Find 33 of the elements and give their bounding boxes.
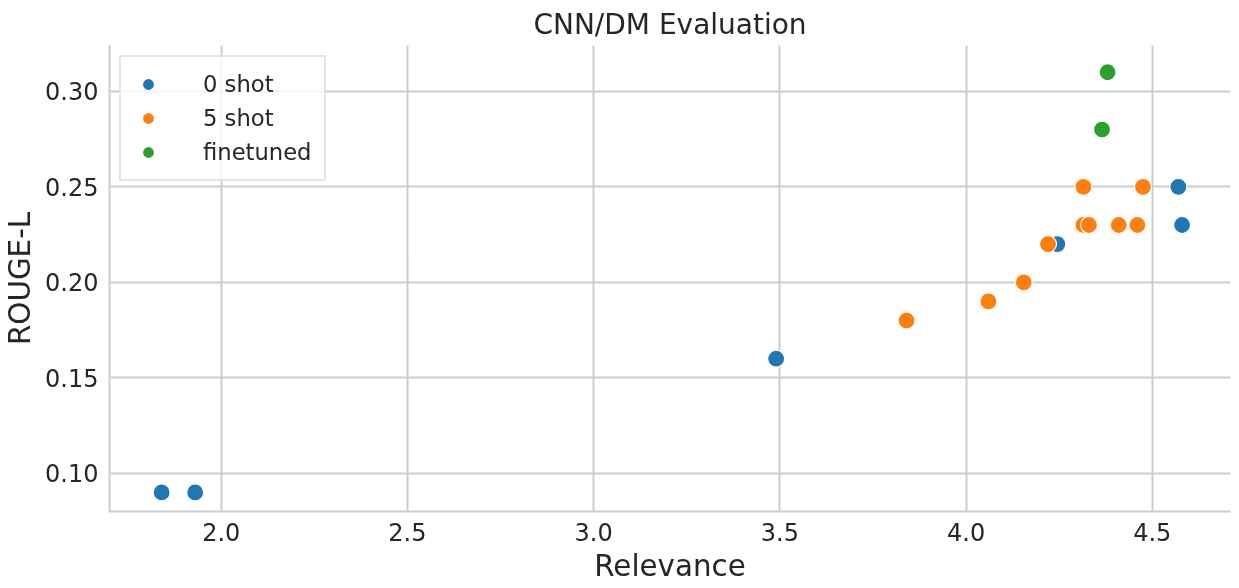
x-tick-label: 2.0 xyxy=(202,518,241,547)
point xyxy=(1098,63,1117,82)
chart-title: CNN/DM Evaluation xyxy=(533,7,807,41)
point xyxy=(1038,235,1058,254)
point xyxy=(1092,120,1112,139)
legend-label: finetuned xyxy=(203,139,312,165)
point xyxy=(1133,177,1153,196)
y-tick-label: 0.10 xyxy=(45,460,99,489)
y-tick-label: 0.30 xyxy=(45,78,99,107)
point xyxy=(1014,273,1033,292)
point xyxy=(979,292,998,311)
y-axis-title: ROUGE-L xyxy=(3,211,38,346)
y-tick-label: 0.20 xyxy=(45,269,99,298)
point xyxy=(186,483,205,502)
y-tick-label: 0.15 xyxy=(45,364,99,393)
y-tick-label: 0.25 xyxy=(45,173,99,202)
point xyxy=(897,311,916,330)
point xyxy=(767,349,786,368)
point xyxy=(1079,215,1099,235)
x-tick-label: 3.0 xyxy=(574,518,613,547)
legend-label: 0 shot xyxy=(203,71,274,97)
point xyxy=(1074,177,1093,196)
point xyxy=(1109,215,1128,235)
x-tick-label: 4.0 xyxy=(946,518,986,547)
x-tick-label: 4.5 xyxy=(1133,518,1172,547)
point xyxy=(1169,177,1188,196)
point xyxy=(1128,215,1147,235)
legend-label: 5 shot xyxy=(203,105,274,131)
point xyxy=(152,483,171,502)
x-axis-title: Relevance xyxy=(594,548,746,583)
x-tick-label: 3.5 xyxy=(760,518,799,547)
point xyxy=(1172,215,1192,235)
x-tick-label: 2.5 xyxy=(388,518,427,547)
